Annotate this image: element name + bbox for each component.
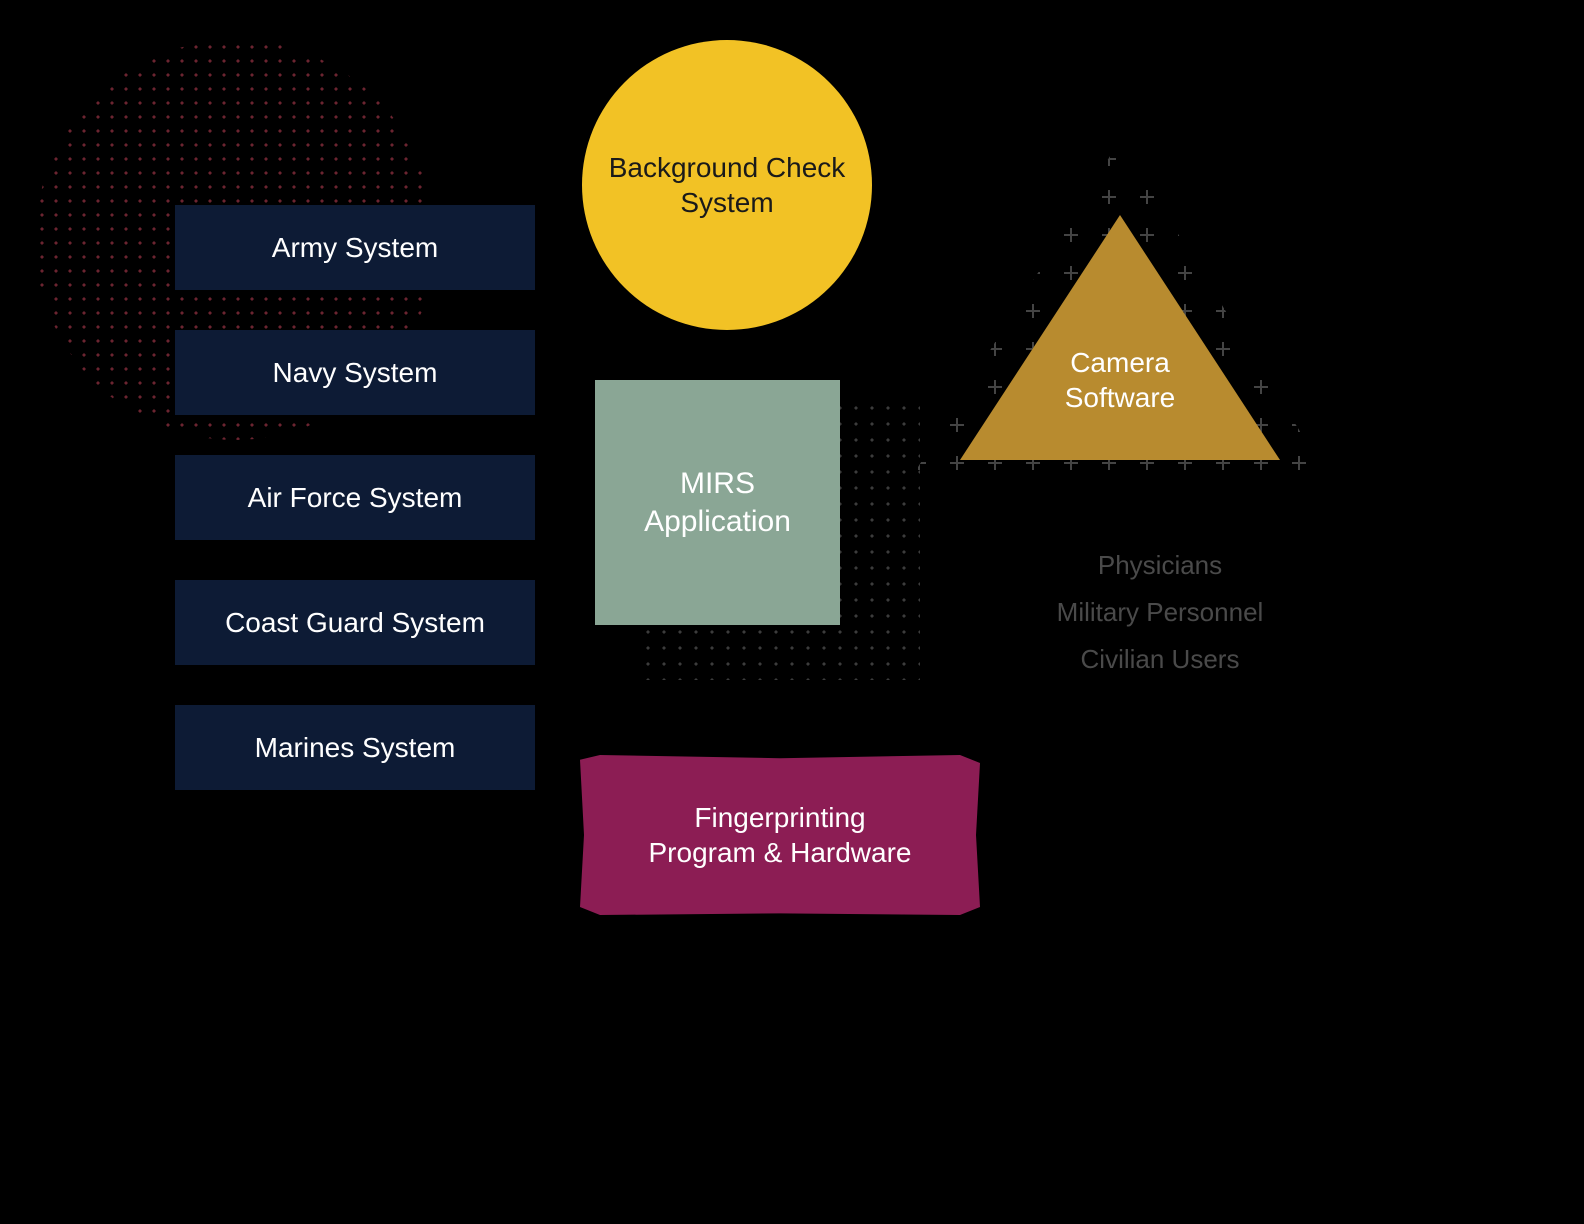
system-box-navy: Navy System — [175, 330, 535, 415]
user-list: Physicians Military Personnel Civilian U… — [1000, 550, 1320, 691]
node-label: MIRS Application — [644, 465, 791, 540]
system-box-label: Air Force System — [248, 482, 463, 514]
user-list-item: Military Personnel — [1000, 597, 1320, 628]
node-label: Background Check System — [589, 150, 866, 220]
node-camera: Camera Software — [960, 215, 1280, 460]
user-list-item: Physicians — [1000, 550, 1320, 581]
system-box-marines: Marines System — [175, 705, 535, 790]
node-background-check: Background Check System — [582, 40, 872, 330]
system-box-label: Navy System — [273, 357, 438, 389]
system-box-label: Army System — [272, 232, 438, 264]
system-box-airforce: Air Force System — [175, 455, 535, 540]
node-fingerprinting: Fingerprinting Program & Hardware — [580, 755, 980, 915]
diagram-canvas: Army System Navy System Air Force System… — [0, 0, 1584, 1224]
system-box-coastguard: Coast Guard System — [175, 580, 535, 665]
node-label: Camera Software — [960, 345, 1280, 415]
system-box-army: Army System — [175, 205, 535, 290]
system-box-label: Marines System — [255, 732, 456, 764]
triangle-shape — [960, 215, 1280, 460]
user-list-item: Civilian Users — [1000, 644, 1320, 675]
node-mirs: MIRS Application — [595, 380, 840, 625]
node-label: Fingerprinting Program & Hardware — [649, 800, 912, 870]
system-box-label: Coast Guard System — [225, 607, 485, 639]
